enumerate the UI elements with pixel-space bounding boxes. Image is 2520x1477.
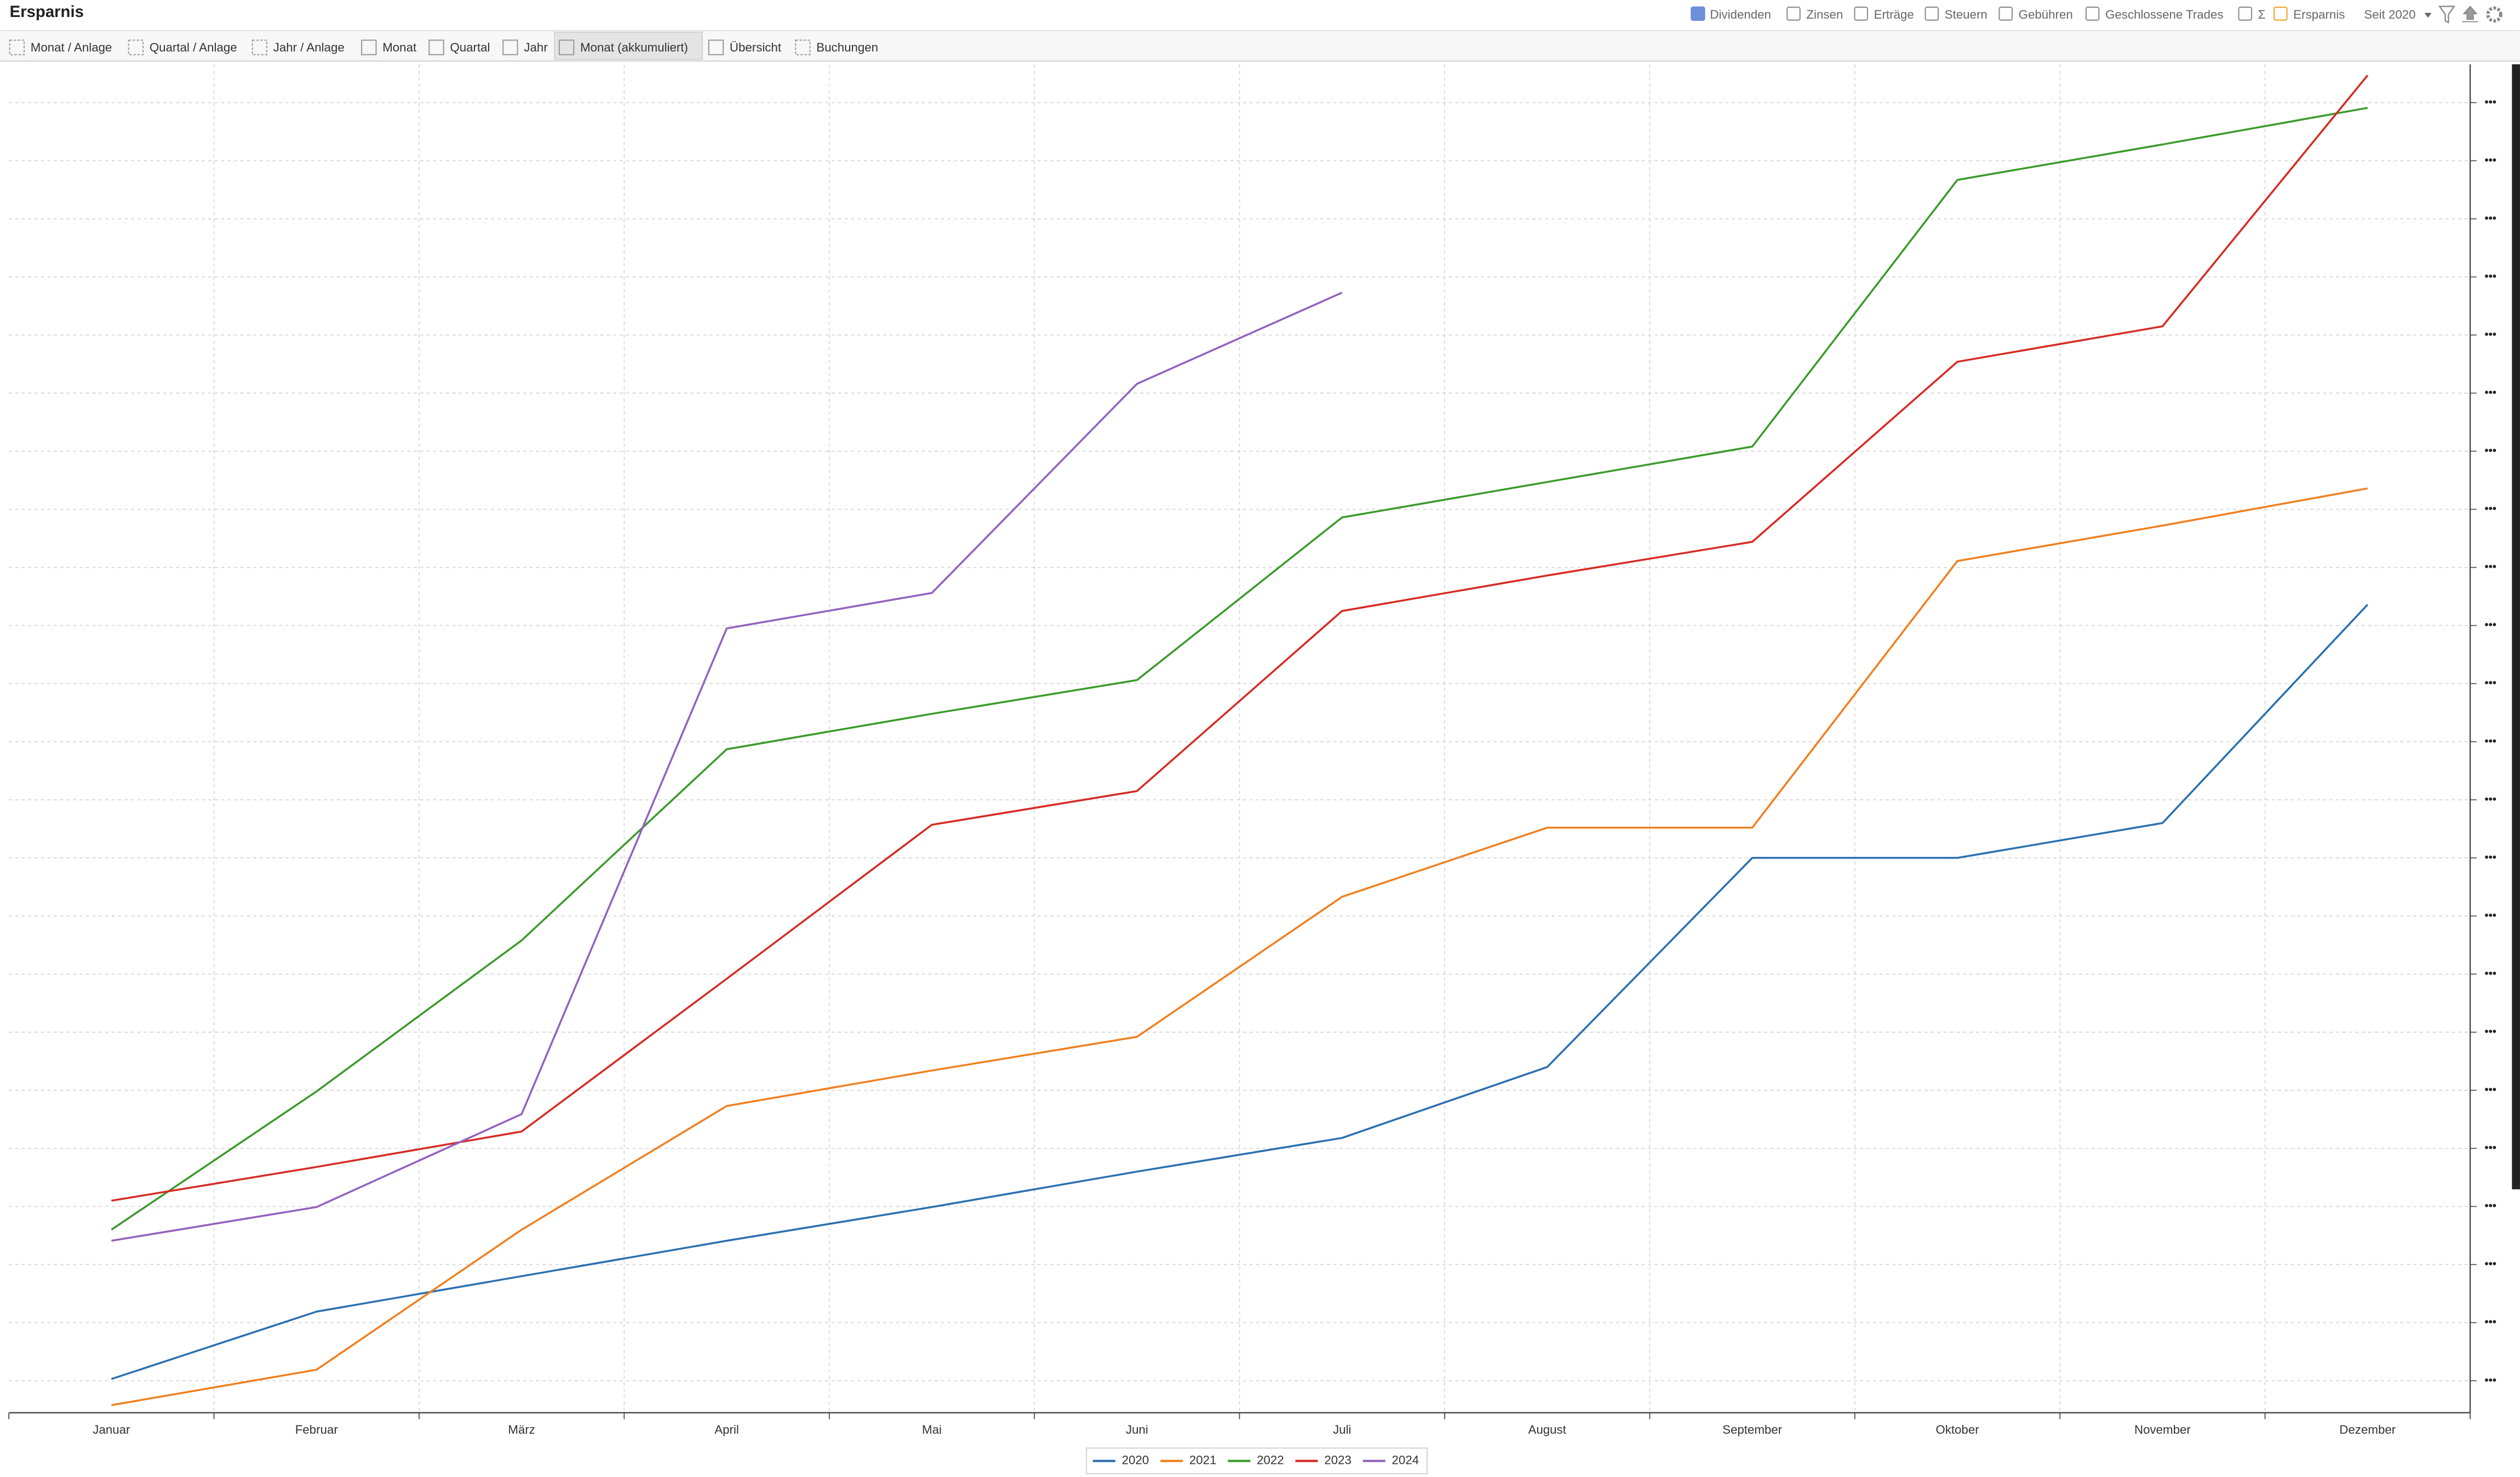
tab-active[interactable]: [554, 31, 703, 60]
tab-label[interactable]: Übersicht: [730, 41, 782, 54]
legend-label[interactable]: 2023: [1324, 1453, 1351, 1467]
x-tick-label: November: [2134, 1423, 2191, 1436]
filter-label[interactable]: Dividenden: [1710, 8, 1771, 21]
checkbox[interactable]: [1786, 7, 1801, 21]
y-tick-label: •••: [2484, 328, 2496, 341]
legend-label[interactable]: 2022: [1257, 1453, 1284, 1467]
checkbox[interactable]: [1925, 7, 1939, 21]
tab-icon[interactable]: [795, 39, 811, 55]
tab-icon[interactable]: [251, 39, 268, 55]
series-line: [111, 291, 1343, 1242]
y-tick-label: •••: [2484, 154, 2496, 167]
x-tick-label: August: [1528, 1423, 1567, 1436]
filter-label[interactable]: Geschlossene Trades: [2105, 8, 2224, 21]
tab-label[interactable]: Buchungen: [816, 41, 878, 54]
x-tick-label: Juni: [1126, 1423, 1148, 1436]
x-tick-label: Oktober: [1935, 1423, 1979, 1436]
tab-icon[interactable]: [558, 39, 575, 55]
filter-label[interactable]: Σ: [2258, 8, 2266, 21]
x-tick-label: Januar: [93, 1423, 130, 1436]
y-tick-label: •••: [2484, 735, 2496, 747]
tab-icon[interactable]: [502, 39, 518, 55]
y-tick-label: •••: [2484, 270, 2496, 283]
y-tick-label: •••: [2484, 677, 2496, 689]
checkbox[interactable]: [2273, 7, 2288, 21]
tab-label[interactable]: Jahr: [524, 41, 548, 54]
y-tick-label: •••: [2484, 1258, 2496, 1270]
y-tick-label: •••: [2484, 212, 2496, 225]
tab-label[interactable]: Monat: [382, 41, 417, 54]
dropdown-caret[interactable]: [2424, 13, 2432, 18]
y-tick-label: •••: [2484, 502, 2496, 515]
filter-label[interactable]: Ersparnis: [2293, 8, 2345, 21]
y-tick-label: •••: [2484, 851, 2496, 863]
tab-icon[interactable]: [9, 39, 25, 55]
y-tick-label: •••: [2484, 444, 2496, 457]
checkbox[interactable]: [2238, 7, 2253, 21]
tab-label[interactable]: Quartal: [450, 41, 490, 54]
filter-icon[interactable]: [2438, 5, 2455, 24]
x-tick-label: Mai: [922, 1423, 942, 1436]
checkbox[interactable]: [2085, 7, 2100, 21]
checkbox[interactable]: [1998, 7, 2013, 21]
checkbox[interactable]: [1854, 7, 1868, 21]
tab-icon[interactable]: [361, 39, 377, 55]
series-line: [111, 107, 2368, 1231]
tab-icon[interactable]: [428, 39, 444, 55]
legend-label[interactable]: 2020: [1122, 1453, 1149, 1467]
settings-icon[interactable]: [2486, 6, 2502, 23]
y-tick-label: •••: [2484, 793, 2496, 805]
x-tick-label: September: [1722, 1423, 1783, 1436]
y-tick-label: •••: [2484, 1142, 2496, 1154]
tab-label[interactable]: Monat (akkumuliert): [580, 41, 688, 54]
page-title: Ersparnis: [10, 3, 84, 21]
x-tick-label: März: [508, 1423, 535, 1436]
tab-bar: [0, 30, 2520, 61]
filter-label[interactable]: Zinsen: [1806, 8, 1843, 21]
legend-label[interactable]: 2021: [1189, 1453, 1217, 1467]
y-tick-label: •••: [2484, 560, 2496, 573]
x-tick-label: Februar: [295, 1423, 339, 1436]
y-tick-label: •••: [2484, 1200, 2496, 1212]
filter-label[interactable]: Erträge: [1874, 8, 1914, 21]
export-icon[interactable]: [2462, 5, 2478, 22]
y-tick-label: •••: [2484, 1084, 2496, 1096]
filter-label[interactable]: Gebühren: [2019, 8, 2073, 21]
y-tick-label: •••: [2484, 96, 2496, 108]
tab-label[interactable]: Jahr / Anlage: [273, 41, 345, 54]
y-tick-label: •••: [2484, 967, 2496, 980]
tab-label[interactable]: Monat / Anlage: [31, 41, 112, 54]
legend-box: [1086, 1447, 1428, 1475]
period-select[interactable]: Seit 2020: [2364, 8, 2415, 21]
legend-label[interactable]: 2024: [1392, 1453, 1419, 1467]
x-tick-label: Juli: [1333, 1423, 1351, 1436]
tab-icon[interactable]: [708, 39, 724, 55]
tab-icon[interactable]: [128, 39, 144, 55]
window-edge: [2512, 64, 2520, 1189]
series-line: [111, 604, 2369, 1380]
x-tick-label: April: [714, 1423, 739, 1436]
filter-label[interactable]: Steuern: [1945, 8, 1988, 21]
series-line: [111, 75, 2369, 1202]
y-tick-label: •••: [2484, 1316, 2496, 1329]
x-tick-label: Dezember: [2339, 1423, 2396, 1436]
y-tick-label: •••: [2484, 1025, 2496, 1038]
y-tick-label: •••: [2484, 909, 2496, 921]
tab-label[interactable]: Quartal / Anlage: [150, 41, 237, 54]
series-line: [111, 487, 2368, 1406]
y-tick-label: •••: [2484, 619, 2496, 631]
checkbox-checked[interactable]: [1691, 6, 1705, 21]
y-tick-label: •••: [2484, 1374, 2496, 1387]
y-tick-label: •••: [2484, 386, 2496, 399]
